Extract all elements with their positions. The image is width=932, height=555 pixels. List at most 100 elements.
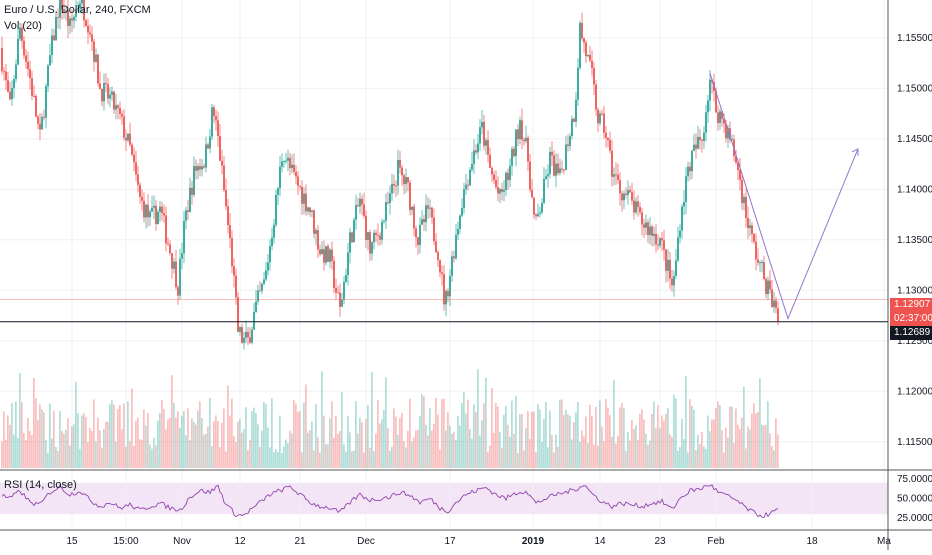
volume-bar bbox=[405, 447, 407, 468]
volume-bar bbox=[49, 403, 51, 468]
volume-bar bbox=[563, 414, 565, 468]
candle-body bbox=[705, 112, 707, 133]
candle-body bbox=[371, 242, 373, 254]
candle-body bbox=[291, 164, 293, 169]
candle-body bbox=[53, 35, 55, 41]
volume-bar bbox=[759, 378, 761, 468]
volume-bar bbox=[357, 433, 359, 468]
candle-body bbox=[379, 235, 381, 240]
candle-body bbox=[639, 206, 641, 213]
rsi-title[interactable]: RSI (14, close) bbox=[4, 479, 77, 491]
candle-body bbox=[313, 210, 315, 234]
rsi-tick-label: 50.0000 bbox=[897, 494, 932, 505]
volume-bar bbox=[5, 439, 7, 468]
volume-bar bbox=[303, 402, 305, 468]
candle-body bbox=[79, 3, 81, 9]
candle-body bbox=[411, 206, 413, 211]
volume-bar bbox=[589, 404, 591, 468]
volume-bar bbox=[767, 401, 769, 468]
volume-bar bbox=[433, 424, 435, 468]
volume-bar bbox=[537, 404, 539, 468]
candle-body bbox=[659, 238, 661, 246]
volume-bar bbox=[259, 446, 261, 468]
candle-body bbox=[623, 193, 625, 201]
candle-body bbox=[57, 16, 59, 18]
candle-body bbox=[561, 168, 563, 170]
volume-bar bbox=[117, 408, 119, 468]
candle-body bbox=[107, 84, 109, 99]
candle-body bbox=[695, 144, 697, 149]
candle-body bbox=[543, 178, 545, 203]
volume-bar bbox=[663, 420, 665, 468]
candle-body bbox=[469, 169, 471, 186]
candle-body bbox=[139, 184, 141, 197]
candle-body bbox=[31, 78, 33, 96]
volume-bar bbox=[157, 420, 159, 468]
volume-bar bbox=[15, 401, 17, 468]
candle-body bbox=[683, 202, 685, 207]
candle-body bbox=[473, 150, 475, 164]
volume-bar bbox=[463, 391, 465, 468]
candle-body bbox=[353, 219, 355, 243]
volume-bar bbox=[287, 443, 289, 468]
candle-body bbox=[35, 95, 37, 117]
volume-bar bbox=[99, 430, 101, 468]
volume-bar bbox=[487, 451, 489, 468]
volume-bar bbox=[267, 427, 269, 468]
volume-bar bbox=[513, 433, 515, 468]
candle-body bbox=[511, 148, 513, 166]
volume-bar bbox=[605, 398, 607, 468]
volume-bar bbox=[185, 435, 187, 468]
volume-bar bbox=[697, 434, 699, 468]
volume-bar bbox=[397, 434, 399, 468]
candle-body bbox=[213, 107, 215, 116]
volume-bar bbox=[389, 450, 391, 468]
level-price-tag: 1.12689 bbox=[890, 326, 932, 340]
volume-bar bbox=[223, 408, 225, 468]
volume-bar bbox=[213, 421, 215, 468]
volume-bar bbox=[61, 431, 63, 468]
candle-body bbox=[395, 185, 397, 187]
candle-body bbox=[47, 65, 49, 87]
volume-bar bbox=[275, 449, 277, 468]
candle-body bbox=[721, 111, 723, 120]
volume-bar bbox=[683, 439, 685, 468]
volume-bar bbox=[507, 424, 509, 468]
volume-bar bbox=[269, 447, 271, 468]
symbol-title[interactable]: Euro / U.S. Dollar, 240, FXCM bbox=[4, 4, 151, 16]
volume-title[interactable]: Vol (20) bbox=[4, 20, 42, 32]
candle-body bbox=[265, 270, 267, 280]
candle-body bbox=[433, 217, 435, 242]
volume-bar bbox=[493, 432, 495, 468]
candle-body bbox=[487, 140, 489, 155]
candle-body bbox=[335, 288, 337, 293]
volume-bar bbox=[103, 428, 105, 468]
volume-bar bbox=[627, 431, 629, 468]
volume-bar bbox=[171, 375, 173, 468]
volume-bar bbox=[723, 452, 725, 468]
candle-body bbox=[449, 275, 451, 297]
volume-bar bbox=[285, 439, 287, 468]
candle-body bbox=[249, 337, 251, 343]
candle-body bbox=[331, 249, 333, 261]
volume-bar bbox=[459, 425, 461, 468]
candle-body bbox=[405, 177, 407, 185]
candle-body bbox=[347, 252, 349, 276]
projection-drawing[interactable] bbox=[709, 73, 859, 321]
candle-body bbox=[529, 161, 531, 190]
price-tick-label: 1.13000 bbox=[897, 285, 932, 296]
volume-bar bbox=[13, 434, 15, 468]
volume-bar bbox=[41, 409, 43, 468]
volume-bar bbox=[489, 445, 491, 468]
volume-bar bbox=[199, 401, 201, 468]
candle-body bbox=[345, 275, 347, 282]
candle-body bbox=[661, 238, 663, 241]
candle-body bbox=[457, 228, 459, 235]
candle-body bbox=[463, 189, 465, 209]
volume-bar bbox=[179, 427, 181, 468]
candle-body bbox=[257, 290, 259, 302]
volume-bar bbox=[473, 404, 475, 468]
volume-bar bbox=[461, 403, 463, 468]
candle-body bbox=[771, 289, 773, 307]
